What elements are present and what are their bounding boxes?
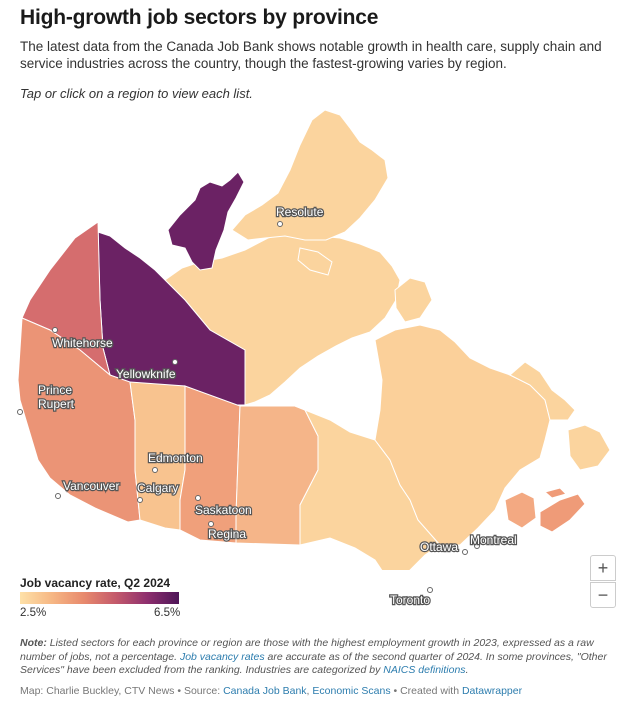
legend-max-label: 6.5% (154, 607, 181, 619)
subtitle: The latest data from the Canada Job Bank… (20, 39, 602, 71)
city-label-vancouver: Vancouver (63, 479, 119, 493)
job-vacancy-rates-link[interactable]: Job vacancy rates (179, 650, 265, 663)
source-separator: , (306, 685, 313, 697)
city-label-ottawa: Ottawa (420, 540, 458, 554)
legend-title: Job vacancy rate, Q2 2024 (20, 576, 171, 590)
canada-map: Resolute Whitehorse Yellowknife Prince R… (17, 109, 611, 570)
page-title: High-growth job sectors by province (20, 6, 379, 29)
city-dot (55, 493, 61, 499)
city-label-prince: Prince (38, 383, 72, 397)
region-nunavut[interactable] (164, 231, 401, 406)
canada-job-bank-link[interactable]: Canada Job Bank (223, 685, 307, 697)
city-dot (208, 521, 214, 527)
map-overlay: Toronto (389, 587, 433, 608)
city-label-montreal: Montreal (470, 533, 517, 547)
source-prefix: Map: Charlie Buckley, CTV News • Source: (20, 685, 224, 697)
note-text-3: . (465, 664, 469, 676)
city-dot (462, 549, 468, 555)
legend-color-scale (20, 592, 179, 604)
region-newfoundland-labrador[interactable] (509, 361, 611, 471)
datawrapper-link[interactable]: Datawrapper (461, 685, 523, 697)
region-nwt-arctic[interactable] (167, 171, 245, 271)
city-label-edmonton: Edmonton (148, 451, 203, 465)
region-prince-edward-island[interactable] (543, 487, 567, 499)
city-dot (152, 467, 158, 473)
city-label-rupert: Rupert (38, 397, 75, 411)
region-new-brunswick[interactable] (504, 491, 537, 529)
region-british-columbia[interactable] (17, 317, 141, 523)
naics-definitions-link[interactable]: NAICS definitions (383, 664, 466, 676)
note-text-1: Listed sectors for each province or regi… (20, 637, 594, 663)
city-dot (17, 409, 23, 415)
city-label-whitehorse: Whitehorse (52, 336, 113, 350)
city-dot (427, 587, 433, 593)
city-dot (474, 543, 480, 549)
instruction-text: Tap or click on a region to view each li… (20, 86, 253, 101)
source-line: Map: Charlie Buckley, CTV News • Source:… (20, 685, 522, 697)
city-label-regina: Regina (208, 527, 246, 541)
city-label-yellowknife: Yellowknife (116, 367, 176, 381)
note-label: Note: (20, 637, 47, 649)
city-label-toronto: Toronto (390, 593, 430, 607)
economic-scans-link[interactable]: Economic Scans (312, 685, 391, 697)
city-dot (195, 495, 201, 501)
footnote: Note: Listed sectors for each province o… (20, 637, 624, 678)
zoom-in-button[interactable]: + (590, 555, 616, 581)
city-dot (277, 221, 283, 227)
legend-min-label: 2.5% (20, 607, 47, 619)
region-nova-scotia[interactable] (539, 493, 586, 533)
city-dot (137, 497, 143, 503)
region-nunavut-islands[interactable] (231, 109, 433, 323)
city-dot (172, 359, 178, 365)
source-middle: • Created with (390, 685, 462, 697)
zoom-out-button[interactable]: − (590, 582, 616, 608)
region-quebec[interactable] (374, 324, 551, 546)
note-text-2: are accurate as of the second quarter of… (20, 650, 607, 677)
city-label-calgary: Calgary (137, 481, 178, 495)
city-dot (52, 327, 58, 333)
city-label-saskatoon: Saskatoon (195, 503, 252, 517)
city-label-resolute: Resolute (276, 205, 324, 219)
